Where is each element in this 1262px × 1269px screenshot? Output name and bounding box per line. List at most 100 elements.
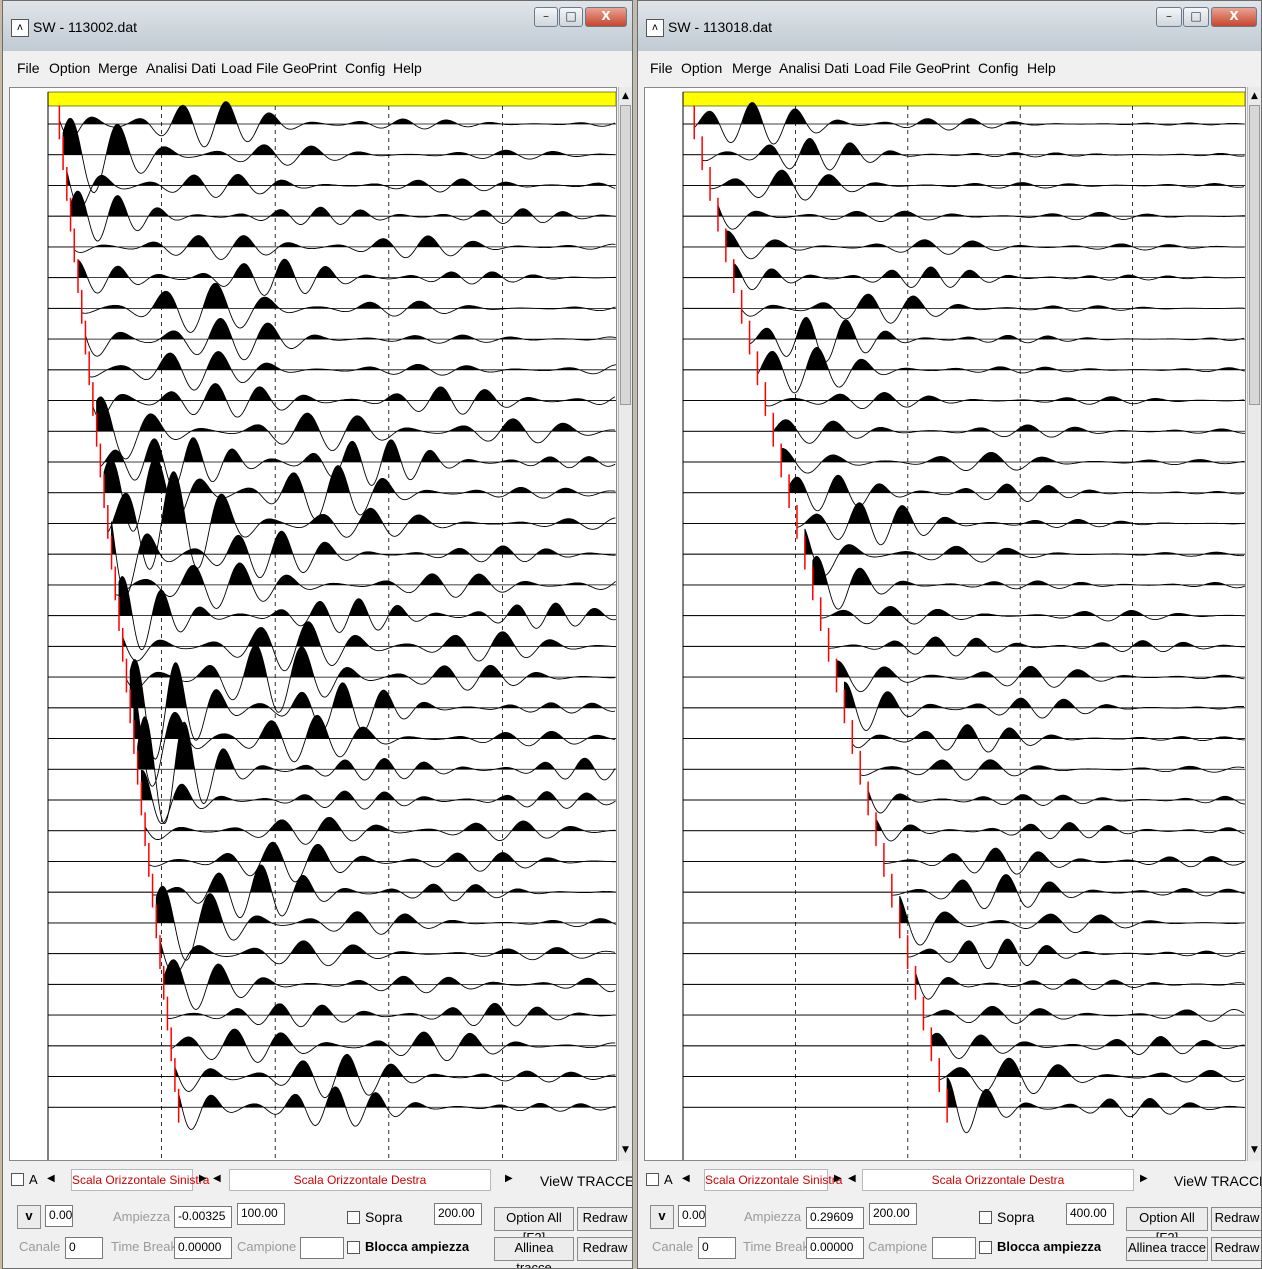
seismogram-plot[interactable] [9,87,617,1161]
menu-config[interactable]: Config [978,60,1019,76]
allinea-tracce-button[interactable]: Allinea tracce [494,1237,574,1268]
trace-wiggle [683,660,1245,693]
option-all-button[interactable]: Option All [F2] [1126,1207,1208,1245]
trace-wiggle-fill [66,170,609,186]
blocca-ampiezza-label: Blocca ampiezza [365,1239,470,1254]
menu-analisi-dati[interactable]: Analisi Dati [779,60,850,76]
maximize-button[interactable]: □ [1183,7,1209,27]
menu-analisi-dati[interactable]: Analisi Dati [146,60,217,76]
v-button[interactable]: v [17,1205,41,1229]
trace-wiggle-fill [85,318,573,340]
trace-wiggle-fill [112,471,581,524]
menu-merge[interactable]: Merge [732,60,772,76]
ampiezza-field[interactable]: 0.29609 [806,1207,864,1229]
scroll-right-icon[interactable]: ▶ [834,1173,842,1184]
scale-field-2[interactable]: 200.00 [434,1203,482,1225]
scroll-down-arrow-icon[interactable]: ▼ [1251,1145,1258,1155]
redraw-button-2[interactable]: Redraw [1211,1237,1261,1261]
trace-wiggle-fill [805,502,1222,524]
app-icon[interactable]: ᴧ [11,19,29,37]
seismogram-plot[interactable] [644,87,1246,1161]
scroll-left-icon[interactable]: ◀ [47,1173,55,1184]
menu-option[interactable]: Option [49,60,91,76]
v-value-field[interactable]: 0.00 [678,1205,706,1227]
v-value-field[interactable]: 0.00 [45,1205,73,1227]
scroll-right-icon[interactable]: ▶ [199,1173,207,1184]
menu-load-file-geo[interactable]: Load File Geo [221,60,309,76]
sopra-checkbox[interactable] [347,1211,360,1224]
menu-merge[interactable]: Merge [98,60,138,76]
trace-wiggle-fill [931,1006,1200,1016]
redraw-button-2[interactable]: Redraw [577,1237,632,1261]
redraw-button-1[interactable]: Redraw [577,1207,632,1231]
ampiezza-label: Ampiezza [744,1209,802,1224]
scroll-up-arrow-icon[interactable]: ▲ [622,91,629,101]
scala-orizzontale-sinistra[interactable]: Scala Orizzontale Sinistra [704,1169,842,1191]
menu-option[interactable]: Option [681,60,723,76]
canale-field[interactable]: 0 [65,1237,103,1259]
scroll-left-icon[interactable]: ◀ [682,1173,690,1184]
trace-wiggle [48,816,616,845]
menu-load-file-geo[interactable]: Load File Geo [854,60,942,76]
scroll-thumb[interactable] [1249,105,1260,405]
view-tracce-label[interactable]: VieW TRACCE [540,1173,633,1189]
scroll-right-icon-2[interactable]: ▶ [505,1173,513,1184]
close-button[interactable]: X [585,7,627,27]
scroll-up-arrow-icon[interactable]: ▲ [1251,91,1258,101]
menu-file[interactable]: File [17,60,40,76]
trace-wiggle [683,555,1245,610]
scroll-right-icon-2[interactable]: ▶ [1140,1173,1148,1184]
scala-orizzontale-destra[interactable]: Scala Orizzontale Destra [862,1169,1134,1191]
scala-orizzontale-destra[interactable]: Scala Orizzontale Destra [229,1169,491,1191]
campione-field[interactable] [932,1237,976,1259]
time-break-field[interactable]: 0.00000 [806,1237,864,1259]
scale-field-1[interactable]: 200.00 [869,1203,917,1225]
blocca-ampiezza-checkbox[interactable] [347,1241,360,1254]
scale-field-1[interactable]: 100.00 [237,1203,285,1225]
maximize-button[interactable]: □ [559,7,583,27]
title-bar[interactable]: ᴧ SW - 113002.dat – □ X [3,1,632,51]
scroll-down-arrow-icon[interactable]: ▼ [622,1145,629,1155]
canale-field[interactable]: 0 [698,1237,736,1259]
menu-print[interactable]: Print [941,60,970,76]
scala-orizzontale-sinistra[interactable]: Scala Orizzontale Sinistra [71,1169,209,1191]
blocca-ampiezza-checkbox[interactable] [979,1241,992,1254]
trace-header-band [682,91,1245,107]
menu-bar: File Option Merge Analisi Dati Load File… [3,53,632,83]
app-icon[interactable]: ᴧ [646,19,664,37]
option-all-button[interactable]: Option All [F2] [494,1207,574,1245]
a-checkbox[interactable] [646,1173,659,1186]
minimize-button[interactable]: – [534,7,558,27]
scale-field-2[interactable]: 400.00 [1066,1203,1114,1225]
scroll-thumb[interactable] [620,105,631,405]
vertical-scrollbar[interactable]: ▲ ▼ [618,87,632,1161]
trace-wiggle-fill [111,521,604,555]
menu-file[interactable]: File [650,60,673,76]
menu-help[interactable]: Help [1027,60,1056,76]
ampiezza-field[interactable]: -0.00325 [174,1206,232,1228]
scroll-left-icon-2[interactable]: ◀ [213,1173,221,1184]
trace-wiggle-fill [898,848,1224,862]
menu-help[interactable]: Help [393,60,422,76]
campione-field[interactable] [300,1237,344,1259]
menu-config[interactable]: Config [345,60,386,76]
time-break-field[interactable]: 0.00000 [174,1237,232,1259]
allinea-tracce-button[interactable]: Allinea tracce [1126,1237,1208,1261]
campione-label: Campione [237,1239,297,1254]
sopra-checkbox[interactable] [979,1211,992,1224]
redraw-button-1[interactable]: Redraw [1211,1207,1261,1231]
close-button[interactable]: X [1211,7,1257,27]
campione-label: Campione [868,1239,928,1254]
title-bar[interactable]: ᴧ SW - 113018.dat – □ X [638,1,1261,51]
a-checkbox[interactable] [11,1173,24,1186]
a-label: A [29,1172,38,1187]
menu-print[interactable]: Print [308,60,337,76]
trace-wiggle [48,258,616,296]
view-tracce-label[interactable]: VieW TRACCE [1174,1173,1262,1189]
scroll-left-icon-2[interactable]: ◀ [848,1173,856,1184]
trace-wiggle [683,895,1245,946]
vertical-scrollbar[interactable]: ▲ ▼ [1247,87,1261,1161]
minimize-button[interactable]: – [1156,7,1182,27]
v-button[interactable]: v [650,1205,674,1229]
trace-wiggle-fill [947,1077,1243,1108]
